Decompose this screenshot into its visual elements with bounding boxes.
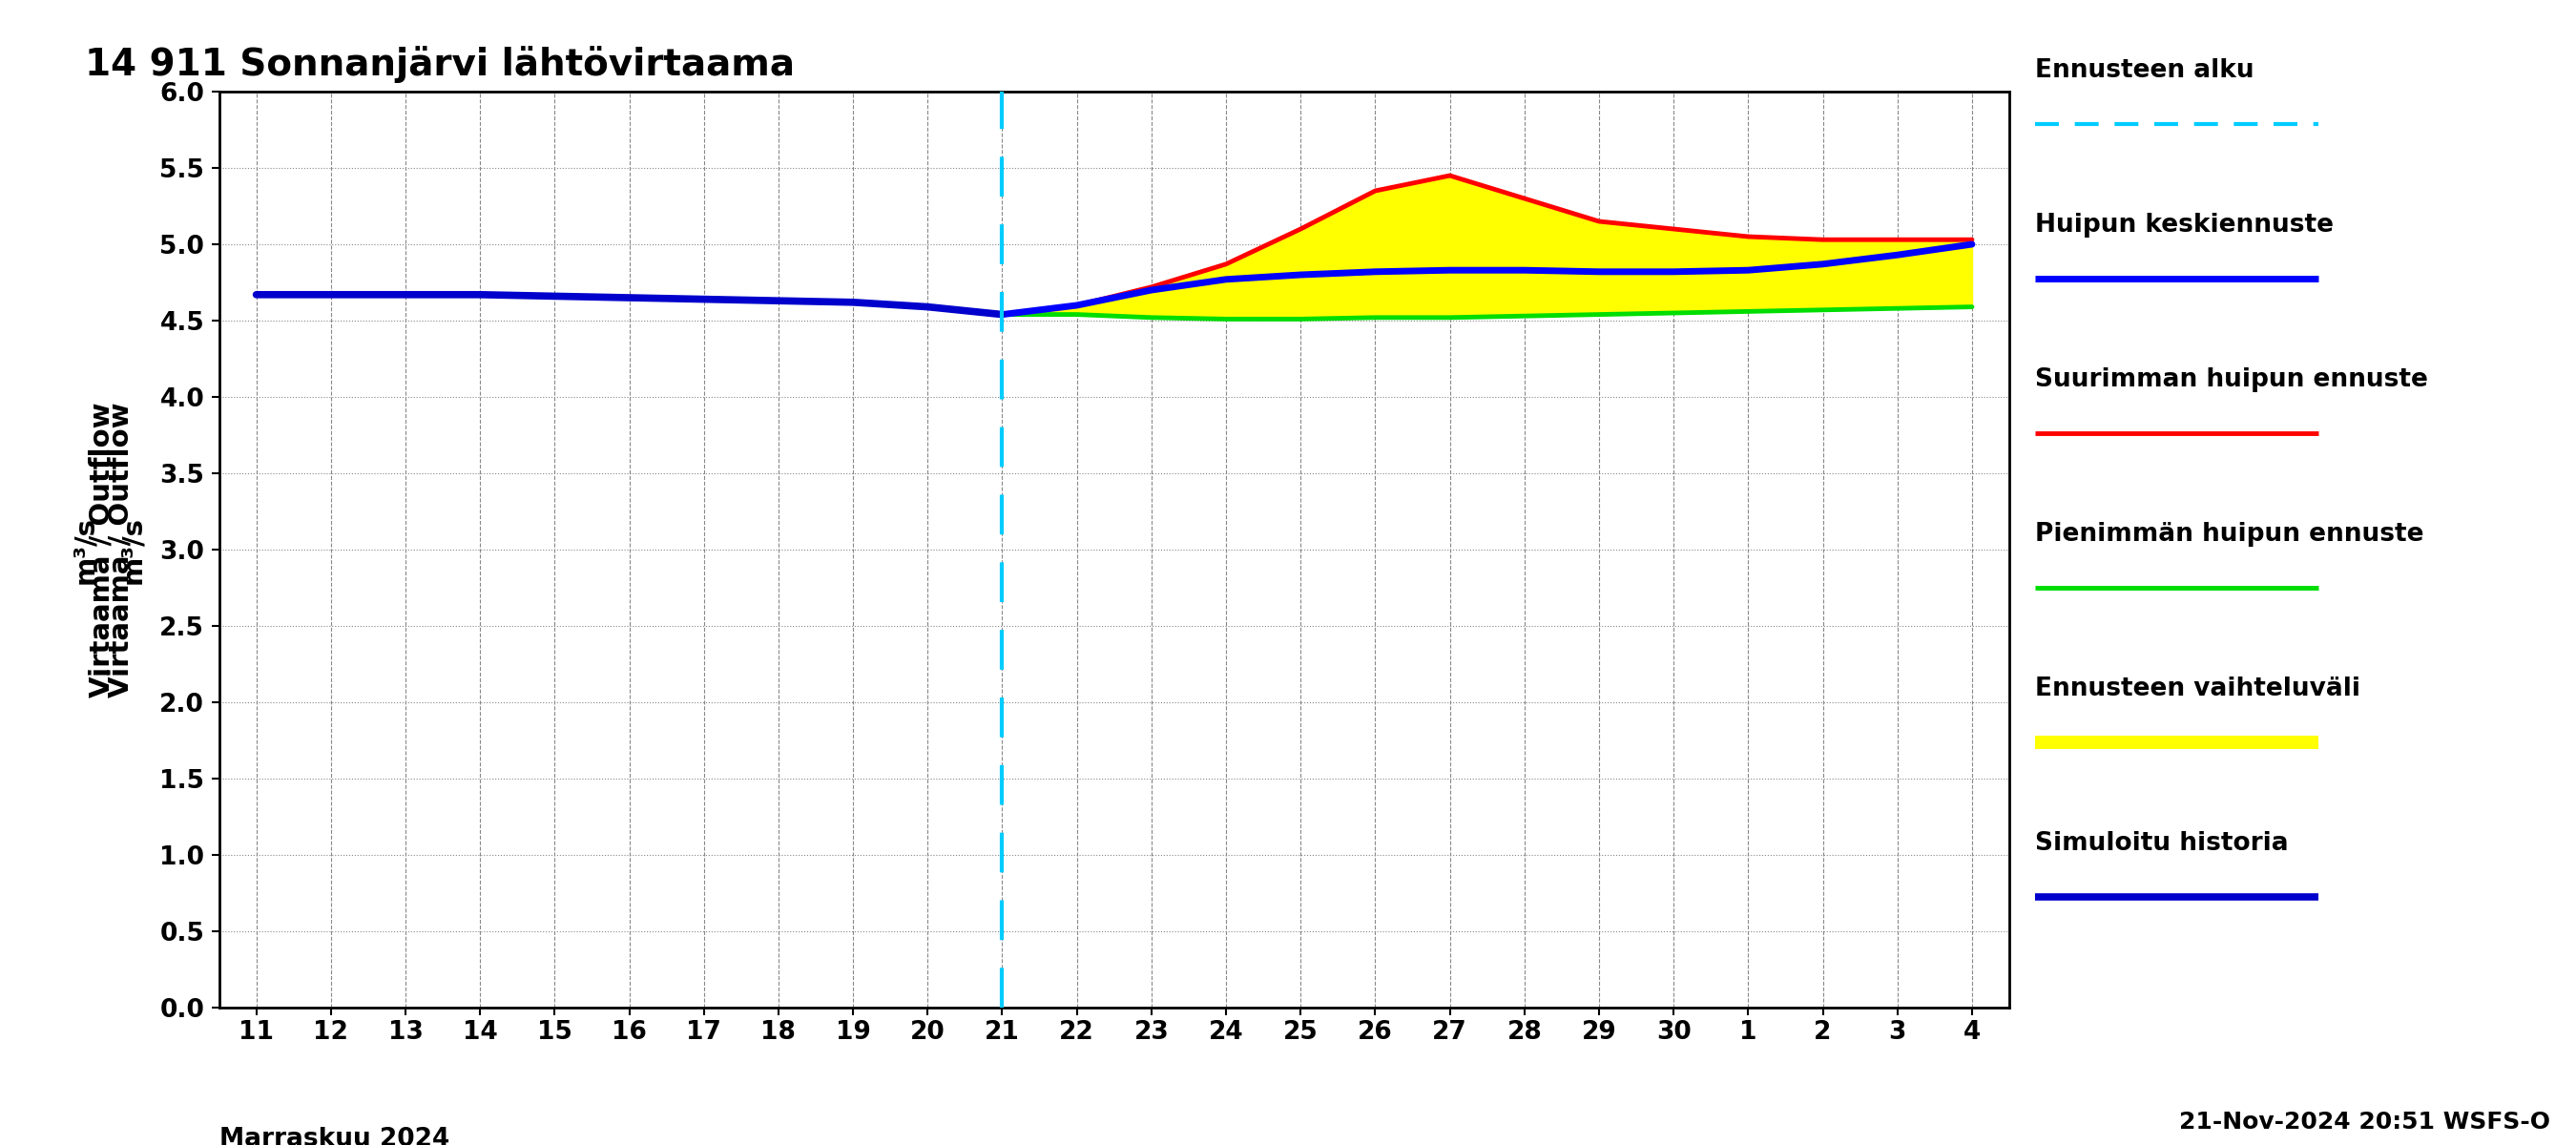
Text: Simuloitu historia: Simuloitu historia: [2035, 831, 2287, 856]
Text: Ennusteen vaihteluväli: Ennusteen vaihteluväli: [2035, 677, 2360, 701]
Text: Virtaama / Outflow: Virtaama / Outflow: [108, 402, 134, 697]
Text: m³/s: m³/s: [72, 515, 98, 584]
Text: 14 911 Sonnanjärvi lähtövirtaama: 14 911 Sonnanjärvi lähtövirtaama: [85, 46, 793, 84]
Text: 21-Nov-2024 20:51 WSFS-O: 21-Nov-2024 20:51 WSFS-O: [2179, 1111, 2550, 1134]
Text: Huipun keskiennuste: Huipun keskiennuste: [2035, 213, 2334, 237]
Text: Marraskuu 2024
November: Marraskuu 2024 November: [219, 1127, 448, 1145]
Y-axis label: Virtaama / Outflow
m³/s: Virtaama / Outflow m³/s: [88, 402, 147, 697]
Text: Pienimmän huipun ennuste: Pienimmän huipun ennuste: [2035, 522, 2424, 546]
Text: Ennusteen alku: Ennusteen alku: [2035, 58, 2254, 82]
Text: Suurimman huipun ennuste: Suurimman huipun ennuste: [2035, 368, 2429, 392]
